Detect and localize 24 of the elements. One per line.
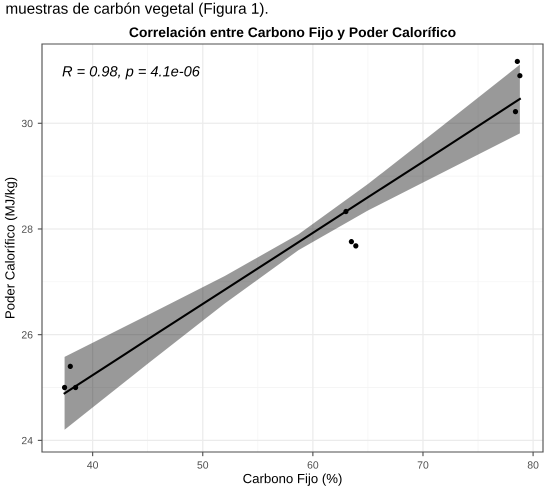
point: [348, 239, 354, 244]
y-tick-label: 26: [22, 331, 33, 339]
point: [353, 243, 358, 248]
point: [514, 58, 520, 64]
annotation: R = 0.98, p = 4.1e-06: [62, 66, 200, 80]
x-axis-title: Carbono Fijo (%): [243, 474, 342, 486]
x-tick-label: 50: [197, 461, 208, 469]
y-tick-label: 30: [22, 120, 33, 128]
x-tick-label: 70: [418, 461, 428, 469]
point: [343, 208, 348, 214]
y-tick-label: 28: [22, 225, 33, 233]
y-tick-label: 24: [22, 436, 33, 444]
y-axis-title: Poder Calorífico (MJ/kg): [4, 178, 18, 318]
point: [512, 109, 518, 114]
x-tick-label: 60: [308, 461, 318, 469]
x-tick-label: 40: [87, 461, 98, 469]
point: [517, 73, 522, 78]
point: [62, 384, 68, 390]
chart-title: Correlación entre Carbono Fijo y Poder Calorífico: [129, 26, 456, 40]
point: [72, 384, 78, 390]
point: [68, 364, 73, 369]
line-series: [64, 98, 521, 394]
x-tick-label: 80: [528, 461, 538, 469]
text: muestras de carbón vegetal (Figura 1).: [6, 2, 268, 17]
